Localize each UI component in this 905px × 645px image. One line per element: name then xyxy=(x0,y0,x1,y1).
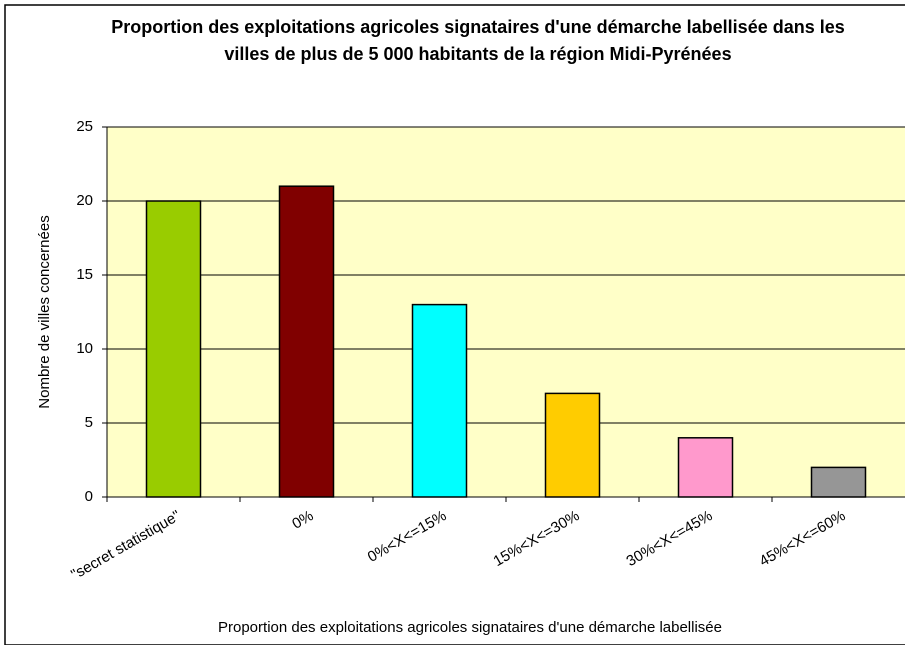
plot-area xyxy=(107,127,905,497)
y-tick-label: 25 xyxy=(76,118,93,135)
bar xyxy=(544,392,601,498)
bar xyxy=(411,303,468,498)
y-tick-label: 15 xyxy=(76,266,93,283)
bar xyxy=(677,437,734,498)
y-tick-label: 0 xyxy=(85,488,93,505)
y-tick-label: 5 xyxy=(85,414,93,431)
x-axis-label: Proportion des exploitations agricoles s… xyxy=(218,619,722,636)
y-axis-label: Nombre de villes concernées xyxy=(36,215,53,408)
bar xyxy=(145,200,202,498)
bar xyxy=(810,466,867,498)
bar xyxy=(278,185,335,498)
y-tick-label: 10 xyxy=(76,340,93,357)
y-tick-label: 20 xyxy=(76,192,93,209)
chart-title: Proportion des exploitations agricoles s… xyxy=(111,17,845,64)
